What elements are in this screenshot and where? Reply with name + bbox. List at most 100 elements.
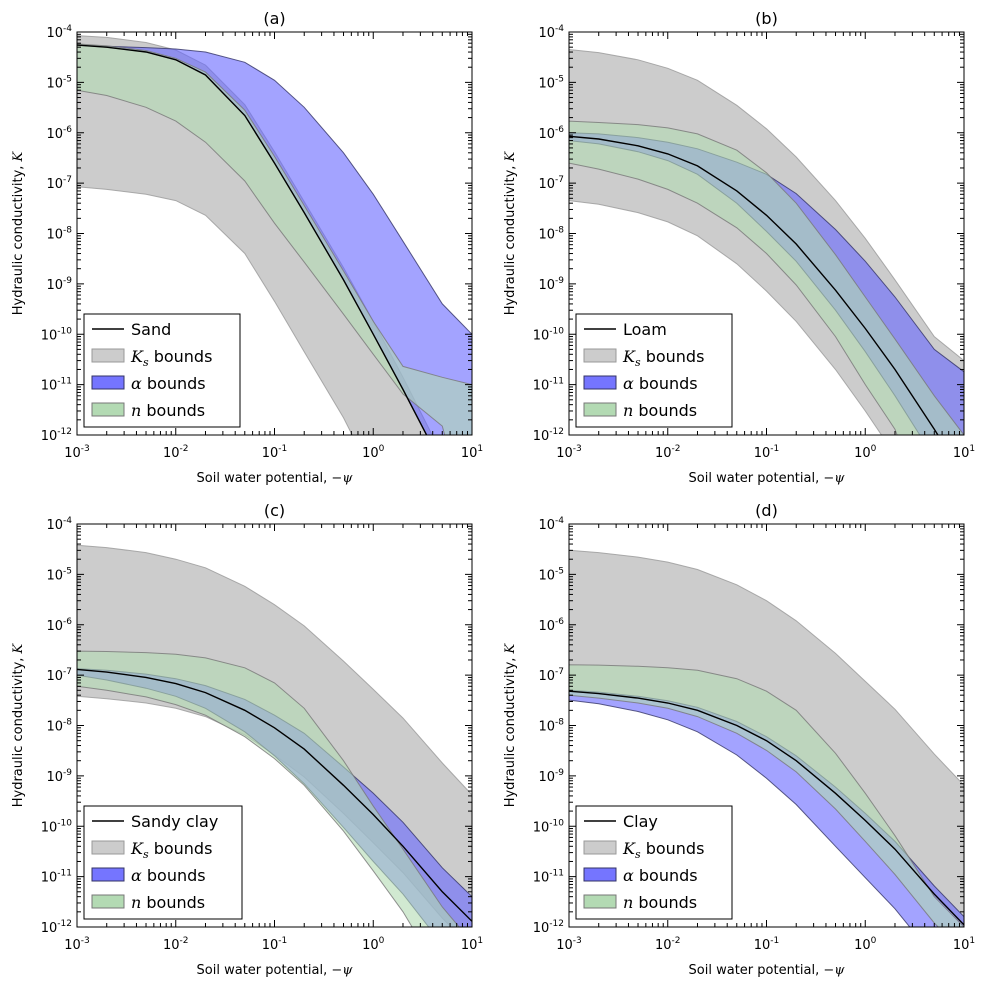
alpha-suffix: bounds [634,866,698,885]
y-tick-label: 10-5 [538,566,564,583]
y-axis-label: Hydraulic conductivity, K [503,150,518,315]
y-tick-base: 10 [46,228,63,243]
x-tick-exponent: -2 [672,444,681,454]
x-tick-base: 10 [953,938,970,953]
y-tick-exponent: -6 [555,125,564,135]
y-tick-base: 10 [46,568,63,583]
n-symbol: n [623,893,633,912]
y-tick-exponent: -8 [555,226,564,236]
legend-n-label: n bounds [623,893,697,912]
alpha-suffix: bounds [142,866,206,885]
panel-a: 10-3 10-2 10-1 100 10110-1210-1110-1010-910-… [11,9,483,486]
x-tick-exponent: -1 [770,936,779,946]
y-tick-base: 10 [46,669,63,684]
y-tick-label: 10-6 [46,617,72,634]
y-tick-exponent: -7 [555,175,564,185]
x-tick-base: 10 [556,446,573,461]
y-tick-label: 10-8 [46,226,72,243]
y-tick-exponent: -10 [57,326,72,336]
x-tick-label: 10-1 [262,444,288,461]
alpha-suffix: bounds [142,374,206,393]
y-axis-label-text: Hydraulic conductivity, [11,653,26,807]
x-tick-exponent: -2 [672,936,681,946]
y-tick-base: 10 [46,76,63,91]
plot-area [77,544,472,927]
y-tick-label: 10-6 [538,617,564,634]
x-tick-base: 10 [64,446,81,461]
y-axis-label-text: Hydraulic conductivity, [11,161,26,315]
legend-soil-label: Sand [131,320,171,339]
legend-ks-label: Ks bounds [130,347,212,369]
x-tick-base: 10 [754,938,771,953]
y-tick-exponent: -5 [555,74,564,84]
x-tick-exponent: -3 [81,936,90,946]
legend-n-label: n bounds [131,893,205,912]
ks-symbol: K [622,347,636,366]
x-tick-label: 10-3 [64,936,90,953]
x-tick-base: 10 [262,446,279,461]
y-tick-label: 10-10 [41,326,73,343]
y-tick-exponent: -10 [549,326,564,336]
x-tick-label: 101 [953,936,975,953]
y-axis-label-symbol: K [503,642,518,654]
x-tick-exponent: -3 [573,444,582,454]
x-axis-label: Soil water potential, −ψ [689,471,846,486]
legend-ks-label: Ks bounds [130,839,212,861]
y-tick-base: 10 [538,669,555,684]
legend-alpha-swatch [583,867,617,882]
y-tick-exponent: -8 [63,718,72,728]
x-tick-base: 10 [854,446,871,461]
y-tick-exponent: -11 [57,869,72,879]
x-tick-exponent: -1 [278,936,287,946]
x-axis-label: Soil water potential, −ψ [197,963,354,978]
x-tick-base: 10 [461,938,478,953]
y-tick-base: 10 [533,820,550,835]
legend-n-swatch [583,402,617,417]
n-symbol: n [623,401,633,420]
y-tick-base: 10 [538,26,555,41]
ks-symbol: K [130,347,144,366]
y-tick-base: 10 [46,278,63,293]
legend-alpha-swatch [91,375,125,390]
x-tick-label: 10-1 [754,444,780,461]
y-tick-label: 10-4 [46,516,72,533]
x-tick-exponent: 1 [477,936,483,946]
y-tick-label: 10-5 [46,566,72,583]
y-tick-exponent: -5 [63,74,72,84]
y-tick-base: 10 [46,127,63,142]
x-tick-base: 10 [262,938,279,953]
y-tick-label: 10-5 [538,74,564,91]
legend-n-label: n bounds [623,401,697,420]
plot-area [77,35,472,435]
x-tick-label: 100 [854,936,877,953]
y-tick-label: 10-8 [538,718,564,735]
x-axis-label-text: Soil water potential, [197,471,332,486]
y-tick-exponent: -8 [555,718,564,728]
alpha-symbol: α [623,374,634,393]
legend-ks-swatch [91,348,125,363]
legend-n-swatch [91,894,125,909]
y-tick-exponent: -7 [63,175,72,185]
y-tick-exponent: -9 [63,768,72,778]
n-symbol: n [131,401,141,420]
y-tick-exponent: -4 [63,24,72,34]
y-tick-exponent: -8 [63,226,72,236]
y-tick-label: 10-5 [46,74,72,91]
n-bounds-band [77,43,472,435]
y-tick-base: 10 [533,871,550,886]
x-axis-label-symbol: −ψ [823,471,845,486]
y-tick-base: 10 [41,379,58,394]
y-tick-label: 10-11 [533,377,564,394]
n-bounds-band [569,120,964,435]
y-tick-exponent: -12 [549,427,564,437]
x-tick-exponent: 0 [379,444,385,454]
n-bounds-band [569,664,964,927]
x-tick-label: 101 [461,444,483,461]
panel-title: (d) [755,501,778,520]
legend-n-swatch [91,402,125,417]
y-tick-base: 10 [41,921,58,936]
